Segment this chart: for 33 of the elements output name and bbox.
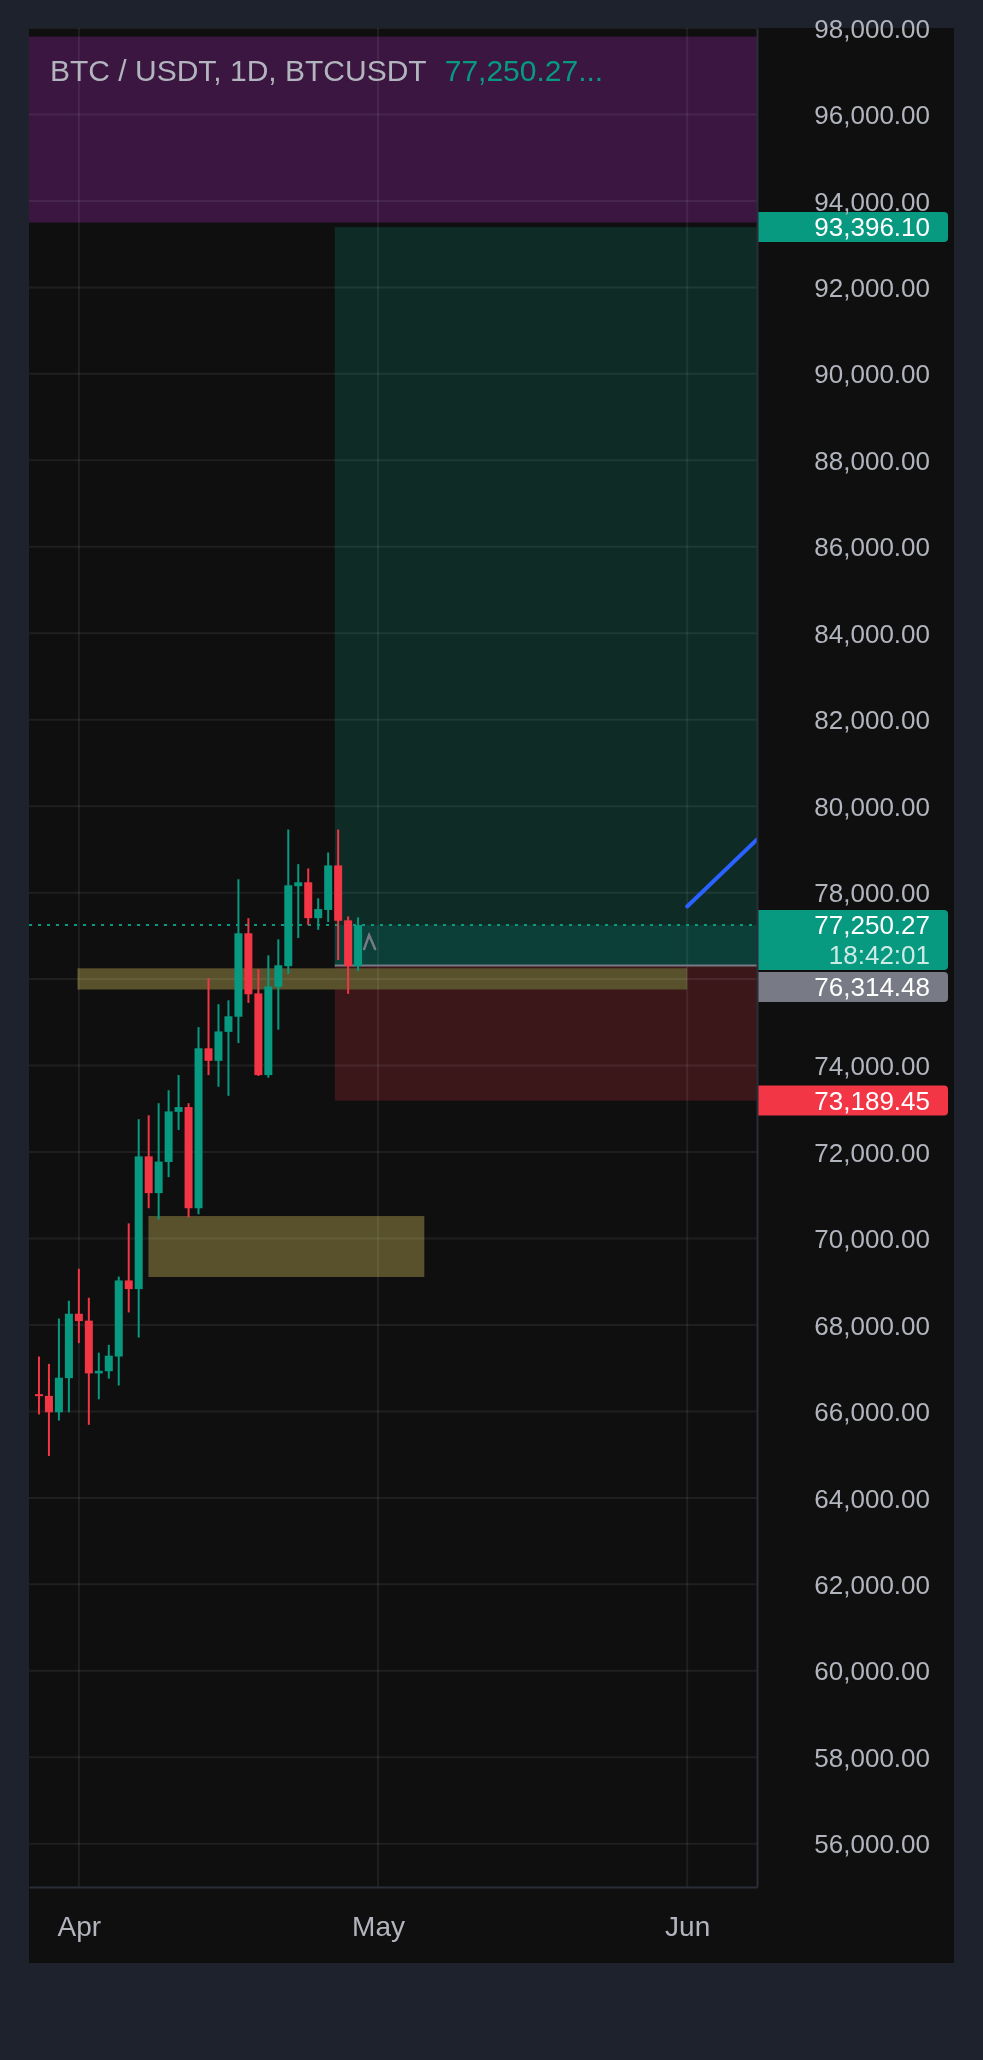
x-tick-label: May bbox=[352, 1910, 405, 1942]
candlestick bbox=[74, 1268, 83, 1344]
y-tick-label: 66,000.00 bbox=[814, 1397, 930, 1428]
y-tick-label: 90,000.00 bbox=[814, 359, 930, 390]
y-tick-label: 56,000.00 bbox=[814, 1829, 930, 1860]
y-tick-label: 70,000.00 bbox=[814, 1224, 930, 1255]
y-tick-label: 86,000.00 bbox=[814, 532, 930, 563]
x-tick-label: Apr bbox=[57, 1910, 102, 1942]
ref-line-label: 77,250.27 18:42:01 bbox=[814, 910, 930, 971]
y-tick-label: 92,000.00 bbox=[814, 273, 930, 303]
y-tick-label: 64,000.00 bbox=[814, 1483, 930, 1514]
y-tick-label: 78,000.00 bbox=[814, 878, 930, 909]
text: 77,250.27... bbox=[444, 53, 604, 87]
y-tick-label: 88,000.00 bbox=[814, 445, 930, 476]
y-tick-label: 60,000.00 bbox=[814, 1656, 930, 1687]
y-tick-label: 72,000.00 bbox=[814, 1137, 930, 1168]
y-tick-label: 74,000.00 bbox=[814, 1051, 930, 1082]
candlestick bbox=[124, 1223, 133, 1313]
band-label: 73,189.45 bbox=[814, 1085, 930, 1116]
candlestick bbox=[174, 1075, 183, 1130]
y-tick-label: 80,000.00 bbox=[814, 791, 930, 822]
y-tick-label: 94,000.00 bbox=[814, 186, 930, 217]
text: BTC / USDT, 1D, BTCUSDT bbox=[50, 53, 427, 87]
y-tick-label: 58,000.00 bbox=[814, 1742, 930, 1773]
y-tick-label: 62,000.00 bbox=[814, 1569, 930, 1600]
ref-line-label: 76,314.48 bbox=[814, 972, 930, 1003]
y-tick-label: 82,000.00 bbox=[814, 705, 930, 736]
y-tick-label: 84,000.00 bbox=[814, 618, 930, 649]
y-tick-label: 96,000.00 bbox=[814, 100, 930, 131]
candlestick bbox=[34, 1356, 43, 1415]
x-tick-label: Jun bbox=[665, 1910, 711, 1942]
y-tick-label: 68,000.00 bbox=[814, 1310, 930, 1341]
y-tick-label: 98,000.00 bbox=[814, 13, 930, 44]
